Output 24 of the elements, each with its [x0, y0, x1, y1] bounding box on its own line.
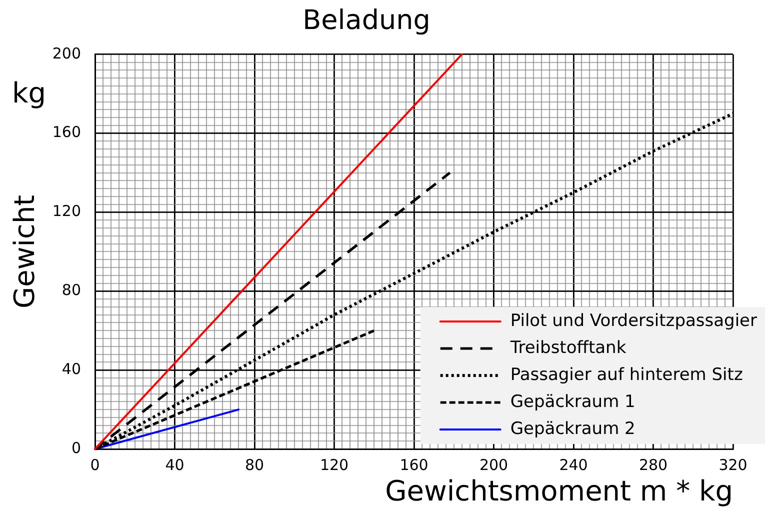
legend-label: Gepäckraum 2 — [510, 418, 636, 439]
x-axis-title: Gewichtsmoment m * kg — [385, 474, 733, 508]
text: kg — [12, 76, 46, 110]
legend-label: Passagier auf hinterem Sitz — [510, 364, 743, 385]
x-tick-label: 200 — [479, 456, 508, 474]
x-tick-label: 120 — [320, 456, 349, 474]
x-tick-label: 280 — [638, 456, 668, 474]
y-axis-title: Gewicht — [8, 194, 42, 309]
y-tick-label: 0 — [71, 438, 81, 457]
x-tick-label: 160 — [400, 456, 428, 474]
y-tick-label: 40 — [62, 360, 81, 378]
legend-label: Gepäckraum 1 — [510, 392, 636, 412]
x-tick-label: 240 — [559, 456, 588, 474]
x-tick-label: 80 — [244, 456, 264, 474]
y-tick-label: 120 — [52, 202, 81, 220]
legend-label: Pilot und Vordersitzpassagier — [510, 310, 758, 331]
y-tick-label: 160 — [52, 123, 81, 142]
x-tick-label: 40 — [165, 456, 184, 474]
legend-label: Treibstofftank — [509, 338, 626, 358]
chart-title: Beladung — [302, 5, 430, 36]
y-tick-label: 200 — [52, 44, 81, 62]
x-tick-label: 0 — [90, 456, 100, 474]
y-tick-label: 80 — [62, 281, 81, 300]
x-tick-label: 320 — [718, 456, 748, 474]
